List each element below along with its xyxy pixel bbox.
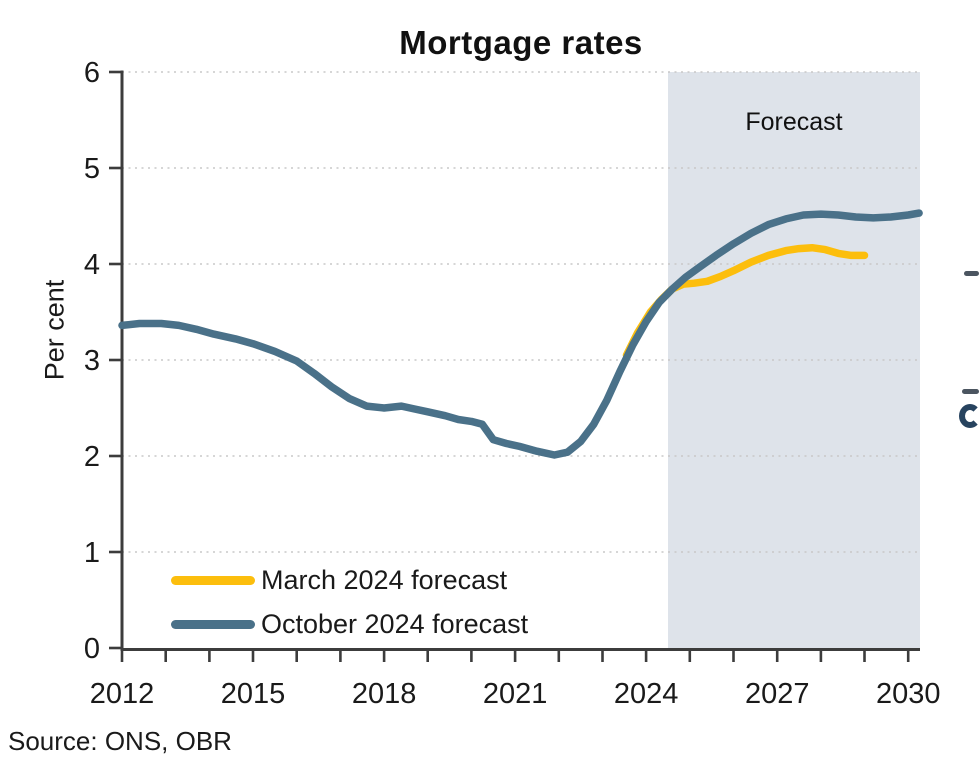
x-tick-label: 2024 (614, 678, 679, 710)
y-tick-label: 2 (84, 441, 100, 473)
x-tick-label: 2030 (876, 678, 941, 710)
y-axis-title: Per cent (39, 279, 70, 381)
series-line-october-2024 (118, 209, 923, 459)
x-tick-label: 2027 (745, 678, 810, 710)
y-tick-label: 5 (84, 153, 100, 185)
chart-legend: March 2024 forecast October 2024 forecas… (171, 558, 528, 646)
source-note: Source: ONS, OBR (8, 726, 232, 756)
legend-label-march-2024: March 2024 forecast (261, 564, 508, 595)
x-tick-label: 2021 (483, 678, 548, 710)
y-tick-label: 3 (84, 345, 100, 377)
y-tick-label: 1 (84, 537, 100, 569)
right-edge-cropped-fragment (959, 404, 980, 428)
y-tick-label: 6 (84, 57, 100, 89)
october-2024-line-swatch (171, 619, 255, 629)
chart-title: Mortgage rates (399, 24, 643, 61)
x-tick-label: 2015 (221, 678, 286, 710)
x-tick-labels: 2012 2015 2018 2021 2024 2027 2030 (90, 678, 941, 710)
y-tick-label: 0 (84, 633, 100, 665)
legend-item-march-2024: March 2024 forecast (171, 558, 528, 602)
gridlines (122, 71, 920, 553)
y-tick-label: 4 (84, 249, 100, 281)
y-tick-labels: 0 1 2 3 4 5 6 (84, 57, 100, 665)
tick-marks (109, 70, 910, 662)
march-2024-line-swatch (171, 575, 255, 585)
forecast-band-label: Forecast (745, 108, 843, 136)
x-tick-label: 2012 (90, 678, 155, 710)
legend-label-october-2024: October 2024 forecast (261, 608, 529, 639)
legend-item-october-2024: October 2024 forecast (171, 602, 528, 646)
x-tick-label: 2018 (352, 678, 417, 710)
right-edge-cropped-fragment (964, 271, 979, 276)
right-edge-cropped-fragment (962, 389, 979, 394)
forecast-band (668, 72, 920, 648)
